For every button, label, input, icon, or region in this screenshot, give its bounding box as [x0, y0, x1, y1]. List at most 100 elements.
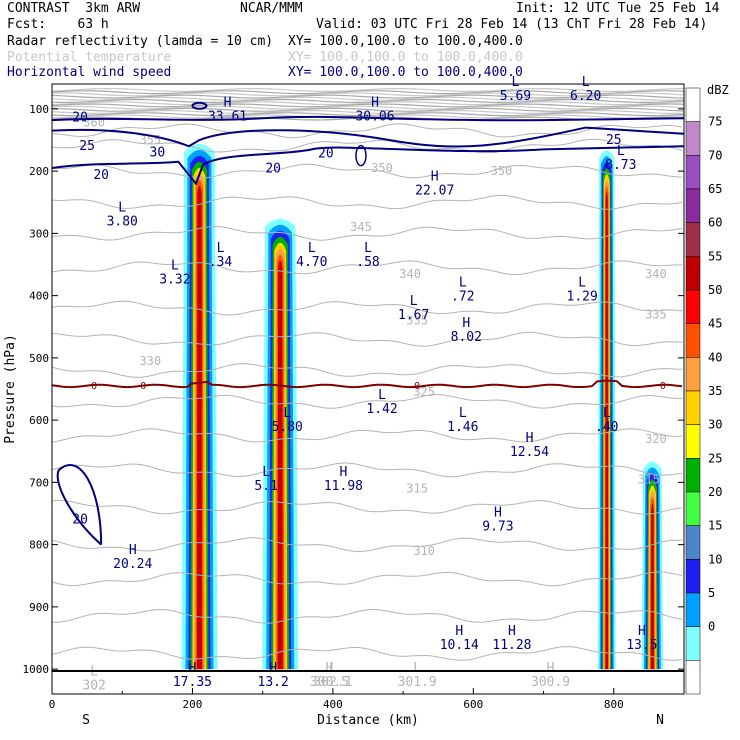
colorbar-swatch [685, 256, 701, 291]
theta-strato-line [51, 112, 685, 117]
extremum-value: 30.06 [355, 109, 394, 124]
theta-label: 345 [350, 220, 372, 234]
y-tick-label: 800 [29, 539, 49, 552]
wind-label: 25 [79, 139, 95, 154]
theta-strato-line [51, 92, 685, 97]
extremum-type: L [262, 465, 270, 480]
extremum-type: H [462, 316, 470, 331]
field-theta-name: Potential temperature [7, 50, 172, 65]
theta-contour [51, 163, 683, 179]
extremum-value: 8.73 [605, 158, 636, 173]
extremum-value: 20.24 [113, 557, 152, 572]
extremum-type: H [129, 543, 137, 558]
x-axis-title: Distance (km) [317, 713, 419, 728]
wind-contour [52, 126, 684, 148]
theta-label: 320 [645, 432, 667, 446]
extremum-value: 3.32 [159, 272, 190, 287]
theta-strato-line [51, 103, 685, 108]
theta-strato-line [51, 110, 685, 114]
extremum-type: L [364, 241, 372, 256]
colorbar-label: 50 [708, 283, 722, 297]
colorbar-swatch [685, 390, 701, 425]
extremum-value: 17.35 [173, 675, 212, 690]
extremum-value: 10.14 [440, 638, 479, 653]
theta-contour [51, 393, 683, 409]
extremum-type: L [459, 406, 467, 421]
extremum-type: L [617, 144, 625, 159]
extremum-type: H [269, 661, 277, 676]
theta-label: 335 [406, 314, 428, 328]
extremum-value: 9.73 [482, 520, 513, 535]
colorbar-unit: dBZ [707, 83, 729, 97]
theta-label: 340 [645, 267, 667, 281]
field-wind-name: Horizontal wind speed [7, 65, 172, 80]
reflectivity-band [277, 260, 283, 670]
colorbar-swatch [685, 289, 701, 324]
colorbar-swatch [685, 424, 701, 459]
extremum-value: 4.70 [296, 255, 327, 270]
colorbar-label: 75 [708, 115, 722, 129]
y-tick-label: 200 [29, 165, 49, 178]
colorbar-swatch [685, 491, 701, 526]
extremum-value: 5.80 [272, 420, 303, 435]
extremum-value: .58 [356, 255, 379, 270]
extremum-value: 1.67 [398, 308, 429, 323]
extremum-type: H [494, 506, 502, 521]
extremum-type: L [459, 275, 467, 290]
theta-contour [51, 300, 683, 316]
reflectivity-cell-210km [181, 144, 218, 670]
colorbar-swatch [685, 525, 701, 560]
theta-contour [51, 123, 683, 139]
colorbar-label: 45 [708, 317, 722, 331]
colorbar-label: 0 [708, 620, 715, 634]
reflectivity-cell-855km [641, 461, 664, 670]
colorbar-label: 5 [708, 586, 715, 600]
reflectivity-cell-790km [597, 150, 616, 670]
extremum-value: 8.02 [451, 330, 482, 345]
theta-label: 315 [406, 482, 428, 496]
theta-label: 330 [139, 354, 161, 368]
colorbar-label: 65 [708, 182, 722, 196]
theta-contour [51, 225, 683, 241]
extremum-value: 6.20 [570, 89, 601, 104]
extremum-type: H [371, 95, 379, 110]
wind-contour [52, 145, 684, 186]
extremum-type: L [578, 275, 586, 290]
wind-label: 20 [93, 168, 109, 183]
extremum-type: H [224, 95, 232, 110]
extremum-value: 13.5 [626, 638, 657, 653]
header-panel: CONTRAST 3km ARW NCAR/MMM Init: 12 UTC T… [0, 0, 740, 84]
extremum-type: L [118, 201, 126, 216]
extremum-type: L [512, 75, 520, 90]
extremum-value: 12.54 [510, 445, 549, 460]
y-tick-label: 900 [29, 601, 49, 614]
theta-strato-line [51, 94, 685, 99]
wind-label: 20 [318, 147, 334, 162]
field-radar-xy: XY= 100.0,100.0 to 100.0,400.0 [288, 34, 523, 49]
extremum-value: 1.29 [567, 289, 598, 304]
theta-contour [51, 194, 683, 210]
colorbar-label: 55 [708, 249, 722, 263]
field-wind-xy: XY= 100.0,100.0 to 100.0,400.0 [288, 65, 523, 80]
y-axis-title: Pressure (hPa) [3, 334, 18, 444]
field-theta-xy: XY= 100.0,100.0 to 100.0,400.0 [288, 50, 523, 65]
theta-strato-line [51, 96, 685, 101]
extremum-type: H [547, 661, 555, 676]
freezing-level-label: 0 [91, 381, 97, 392]
theta-label: 350 [491, 164, 513, 178]
colorbar-label: 40 [708, 350, 722, 364]
theta-strato-line [51, 98, 685, 104]
colorbar-label: 70 [708, 148, 722, 162]
extremum-type: H [340, 465, 348, 480]
colorbar-label: 30 [708, 418, 722, 432]
theta-contour [51, 537, 683, 553]
reflectivity-cell-325km [262, 218, 299, 670]
wind-label: 25 [606, 133, 622, 148]
theta-contour [51, 331, 683, 347]
extremum-value: .40 [595, 420, 618, 435]
extremum-value: 1.42 [366, 402, 397, 417]
extremum-value: .72 [451, 289, 474, 304]
extremum-type: H [526, 431, 534, 446]
extremum-type: L [308, 241, 316, 256]
